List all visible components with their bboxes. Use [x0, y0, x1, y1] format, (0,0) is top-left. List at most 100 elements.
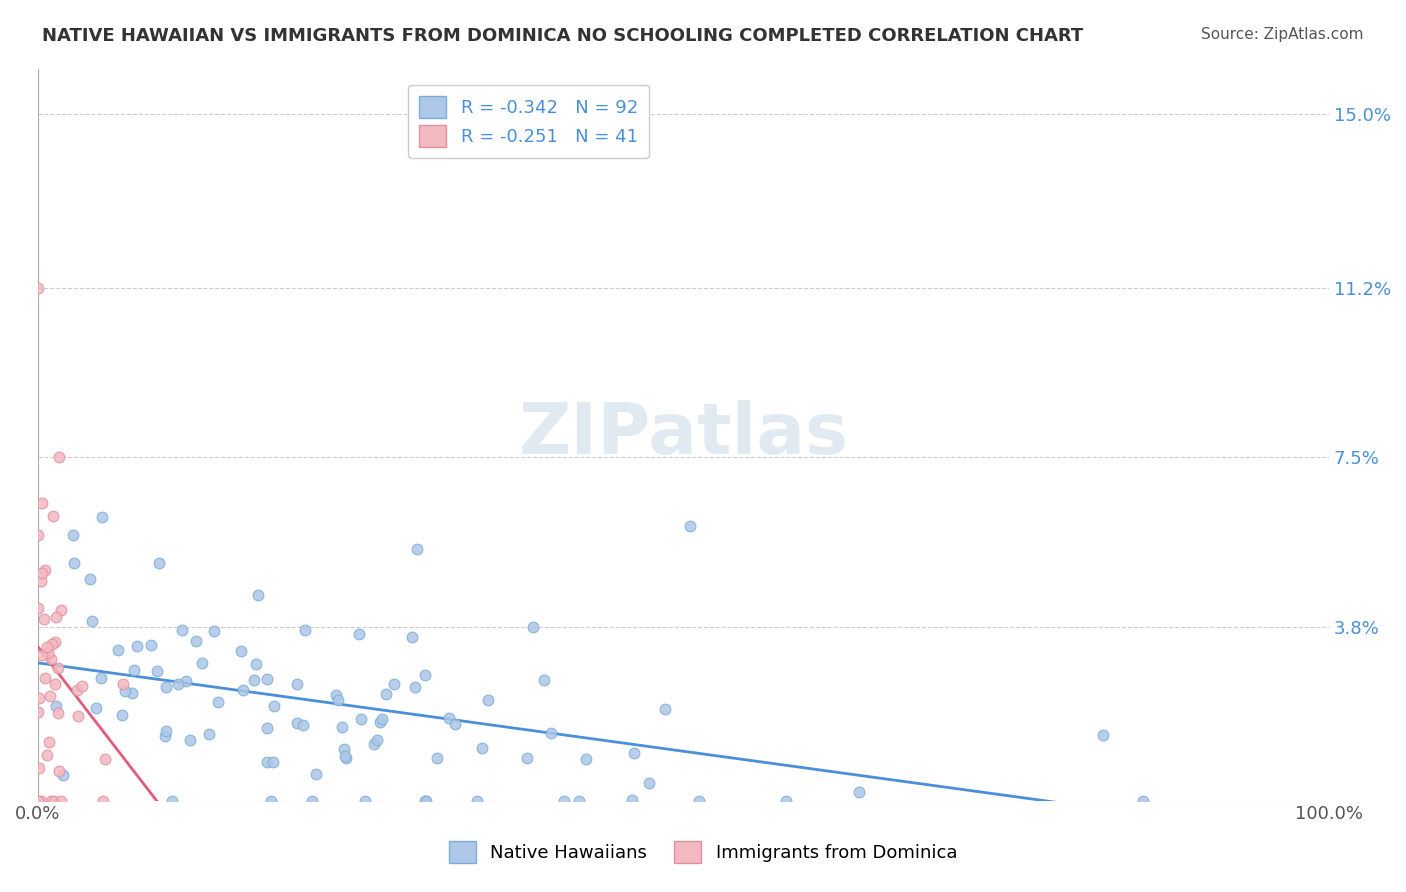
Point: [477, 693, 499, 707]
Point: [374, 687, 396, 701]
Point: [294, 624, 316, 638]
Point: [256, 755, 278, 769]
Point: [66, 683, 89, 698]
Point: [263, 698, 285, 713]
Point: [198, 727, 221, 741]
Point: [247, 588, 270, 602]
Point: [256, 721, 278, 735]
Point: [114, 684, 136, 698]
Point: [444, 717, 467, 731]
Point: [52, 768, 75, 782]
Point: [41, 637, 63, 651]
Point: [46, 660, 69, 674]
Point: [174, 673, 197, 688]
Point: [153, 729, 176, 743]
Point: [262, 755, 284, 769]
Point: [31, 496, 53, 510]
Point: [27, 705, 49, 719]
Point: [384, 676, 406, 690]
Point: [48, 450, 70, 465]
Point: [145, 664, 167, 678]
Point: [540, 725, 562, 739]
Point: [27, 794, 49, 808]
Point: [363, 737, 385, 751]
Point: [568, 794, 591, 808]
Point: [1091, 728, 1114, 742]
Point: [37, 647, 59, 661]
Point: [27, 794, 49, 808]
Point: [405, 541, 427, 556]
Point: [679, 519, 702, 533]
Point: [232, 683, 254, 698]
Point: [155, 680, 177, 694]
Point: [325, 688, 347, 702]
Point: [1132, 794, 1154, 808]
Point: [366, 732, 388, 747]
Point: [471, 740, 494, 755]
Point: [516, 751, 538, 765]
Point: [335, 751, 357, 765]
Text: NATIVE HAWAIIAN VS IMMIGRANTS FROM DOMINICA NO SCHOOLING COMPLETED CORRELATION C: NATIVE HAWAIIAN VS IMMIGRANTS FROM DOMIN…: [42, 27, 1084, 45]
Point: [349, 627, 371, 641]
Point: [27, 528, 49, 542]
Point: [330, 720, 353, 734]
Point: [404, 680, 426, 694]
Text: Source: ZipAtlas.com: Source: ZipAtlas.com: [1201, 27, 1364, 42]
Point: [292, 717, 315, 731]
Point: [63, 556, 86, 570]
Point: [82, 614, 104, 628]
Point: [66, 708, 89, 723]
Point: [401, 631, 423, 645]
Point: [426, 751, 449, 765]
Point: [111, 707, 134, 722]
Point: [44, 677, 66, 691]
Point: [94, 752, 117, 766]
Point: [35, 747, 58, 762]
Point: [326, 693, 349, 707]
Point: [256, 673, 278, 687]
Point: [70, 680, 93, 694]
Point: [90, 671, 112, 685]
Point: [90, 510, 112, 524]
Point: [28, 691, 51, 706]
Point: [31, 566, 53, 580]
Point: [191, 656, 214, 670]
Point: [46, 706, 69, 720]
Point: [533, 673, 555, 687]
Point: [139, 638, 162, 652]
Point: [229, 644, 252, 658]
Point: [172, 623, 194, 637]
Point: [179, 732, 201, 747]
Point: [353, 794, 375, 808]
Point: [42, 794, 65, 808]
Point: [30, 794, 52, 808]
Point: [49, 603, 72, 617]
Point: [30, 574, 52, 588]
Point: [121, 686, 143, 700]
Point: [575, 752, 598, 766]
Point: [28, 761, 51, 775]
Point: [148, 556, 170, 570]
Point: [245, 657, 267, 671]
Point: [301, 794, 323, 808]
Point: [688, 794, 710, 808]
Point: [207, 695, 229, 709]
Point: [415, 794, 437, 808]
Point: [34, 563, 56, 577]
Point: [522, 620, 544, 634]
Point: [41, 509, 63, 524]
Point: [38, 735, 60, 749]
Point: [371, 712, 394, 726]
Point: [415, 794, 437, 808]
Point: [162, 794, 184, 808]
Point: [202, 624, 225, 639]
Point: [553, 794, 575, 808]
Point: [31, 648, 53, 663]
Point: [79, 572, 101, 586]
Point: [122, 664, 145, 678]
Legend: Native Hawaiians, Immigrants from Dominica: Native Hawaiians, Immigrants from Domini…: [437, 830, 969, 874]
Point: [623, 746, 645, 760]
Point: [285, 677, 308, 691]
Point: [86, 700, 108, 714]
Point: [44, 635, 66, 649]
